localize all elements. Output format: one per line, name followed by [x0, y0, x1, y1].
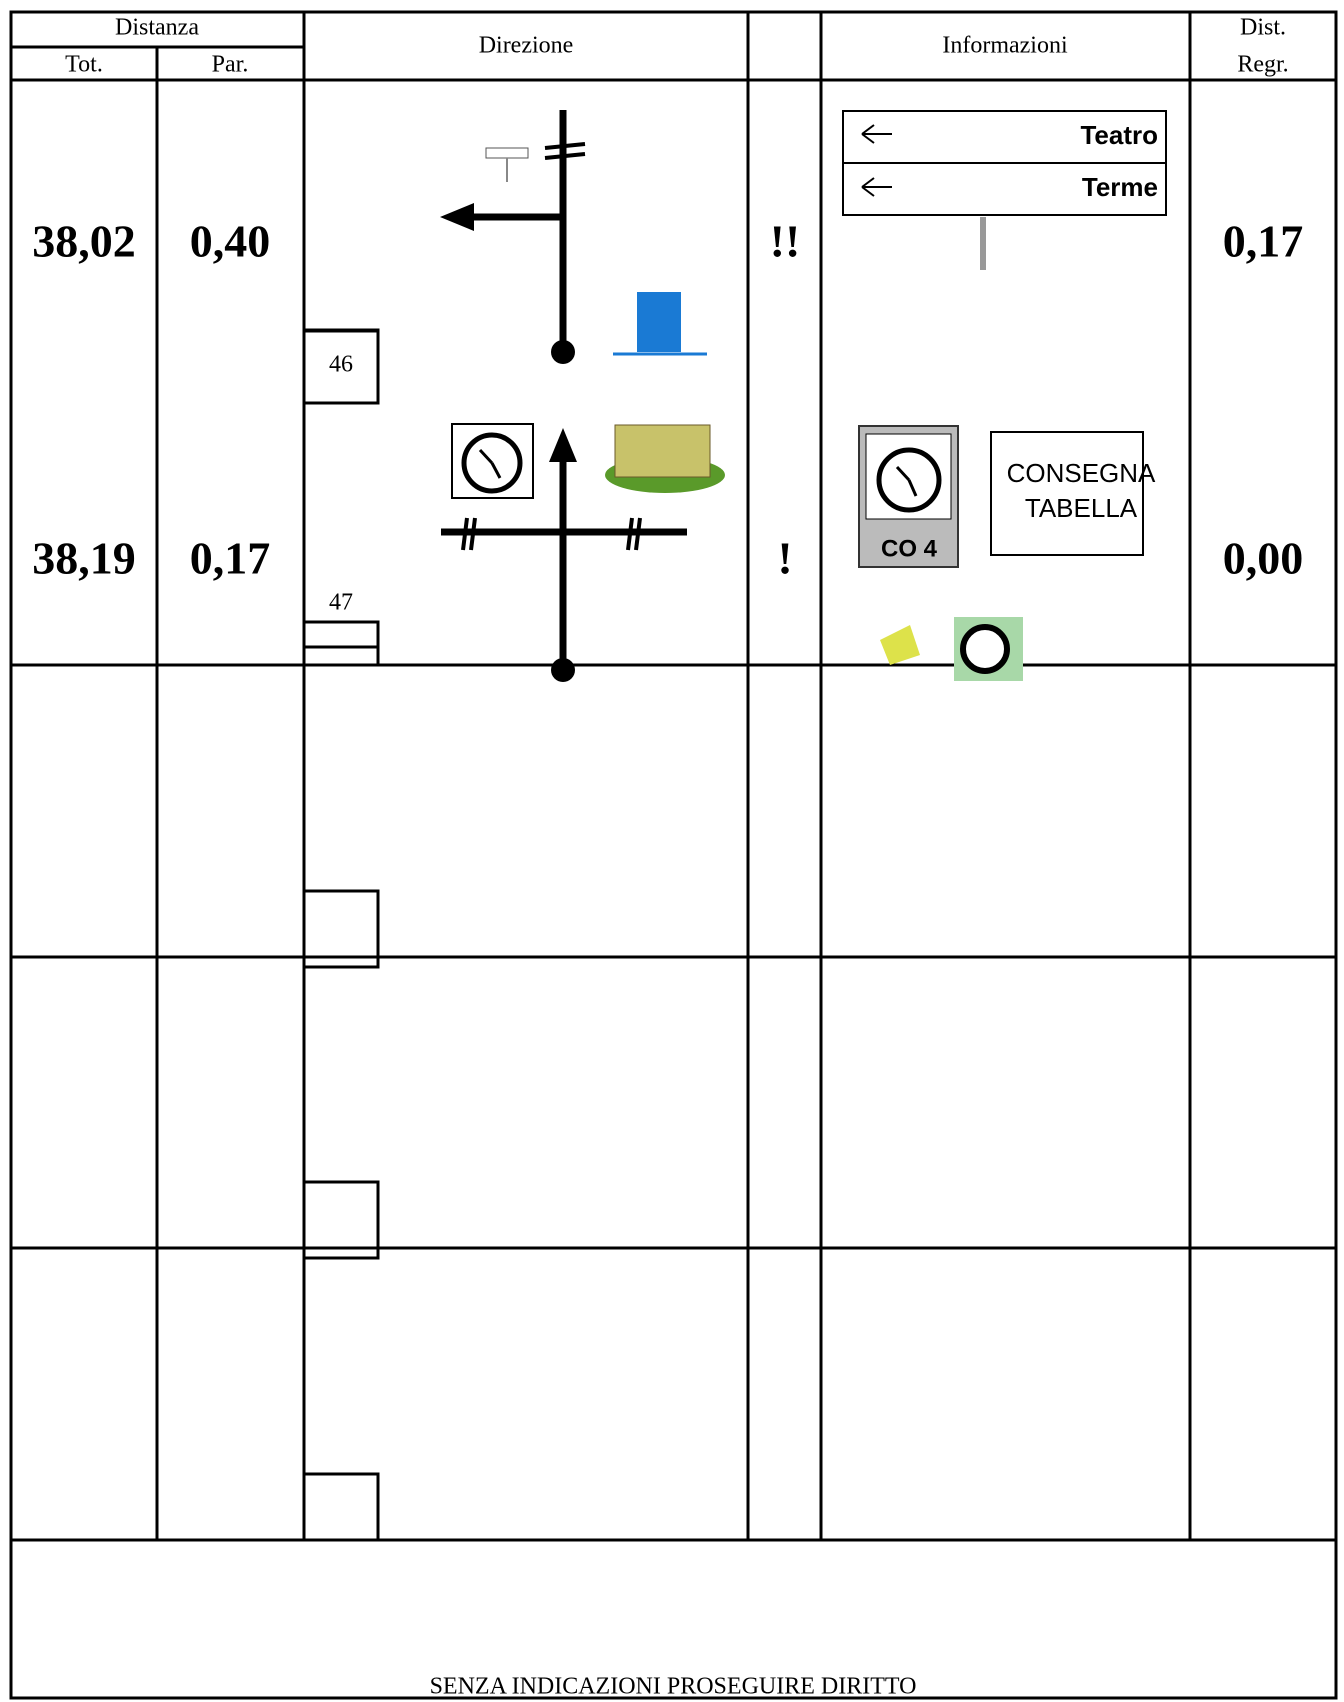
- info-text: TABELLA: [1025, 493, 1138, 523]
- diagram-1: [440, 110, 707, 364]
- header: Distanza: [115, 15, 199, 41]
- partial-distance: 0,40: [190, 216, 271, 267]
- checkpoint-label: CO 4: [881, 535, 938, 562]
- sign-text: Teatro: [1080, 120, 1158, 150]
- header: Regr.: [1237, 52, 1288, 78]
- partial-distance: 0,17: [190, 533, 271, 584]
- total-distance: 38,02: [32, 216, 136, 267]
- header: Dist.: [1240, 15, 1286, 41]
- grid: [9, 10, 1338, 1700]
- total-distance: 38,19: [32, 533, 136, 584]
- header: Tot.: [65, 52, 103, 78]
- info-text: CONSEGNA: [1007, 458, 1156, 488]
- diagram-2: [441, 423, 725, 682]
- sign-text: Terme: [1082, 172, 1158, 202]
- header: Par.: [212, 52, 249, 78]
- regression-distance: 0,17: [1223, 216, 1304, 267]
- header: Informazioni: [942, 33, 1068, 59]
- note-number: 46: [329, 352, 353, 378]
- caution-mark: !!: [770, 216, 801, 267]
- info-2: [858, 425, 1144, 681]
- caution-mark: !: [777, 533, 792, 584]
- note-number: 47: [329, 590, 353, 616]
- header: Direzione: [479, 33, 574, 59]
- footer: SENZA INDICAZIONI PROSEGUIRE DIRITTO: [430, 1674, 917, 1700]
- info-1: [842, 110, 1167, 270]
- regression-distance: 0,00: [1223, 533, 1304, 584]
